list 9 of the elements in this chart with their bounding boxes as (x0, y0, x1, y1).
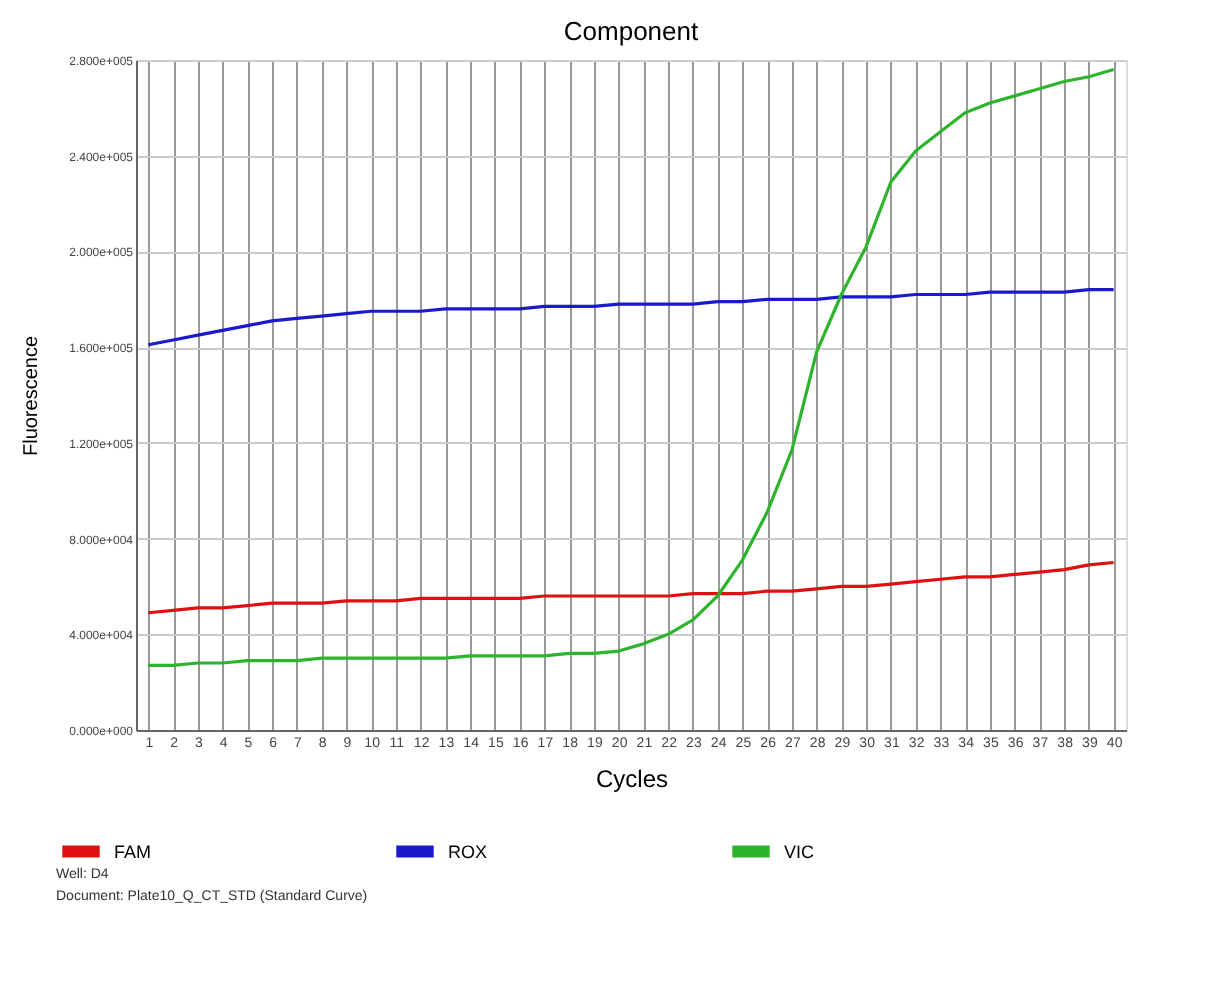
line-series (146, 560, 1116, 615)
x-axis-title: Cycles (595, 765, 669, 793)
chart-title: Component (563, 16, 699, 46)
y-axis-title: Fluorescence (21, 335, 44, 457)
line-series (146, 67, 1116, 667)
legend-label: ROX (448, 841, 488, 862)
line-series (146, 288, 1116, 347)
legend-label: FAM (114, 841, 152, 862)
legend-label: VIC (784, 841, 816, 862)
